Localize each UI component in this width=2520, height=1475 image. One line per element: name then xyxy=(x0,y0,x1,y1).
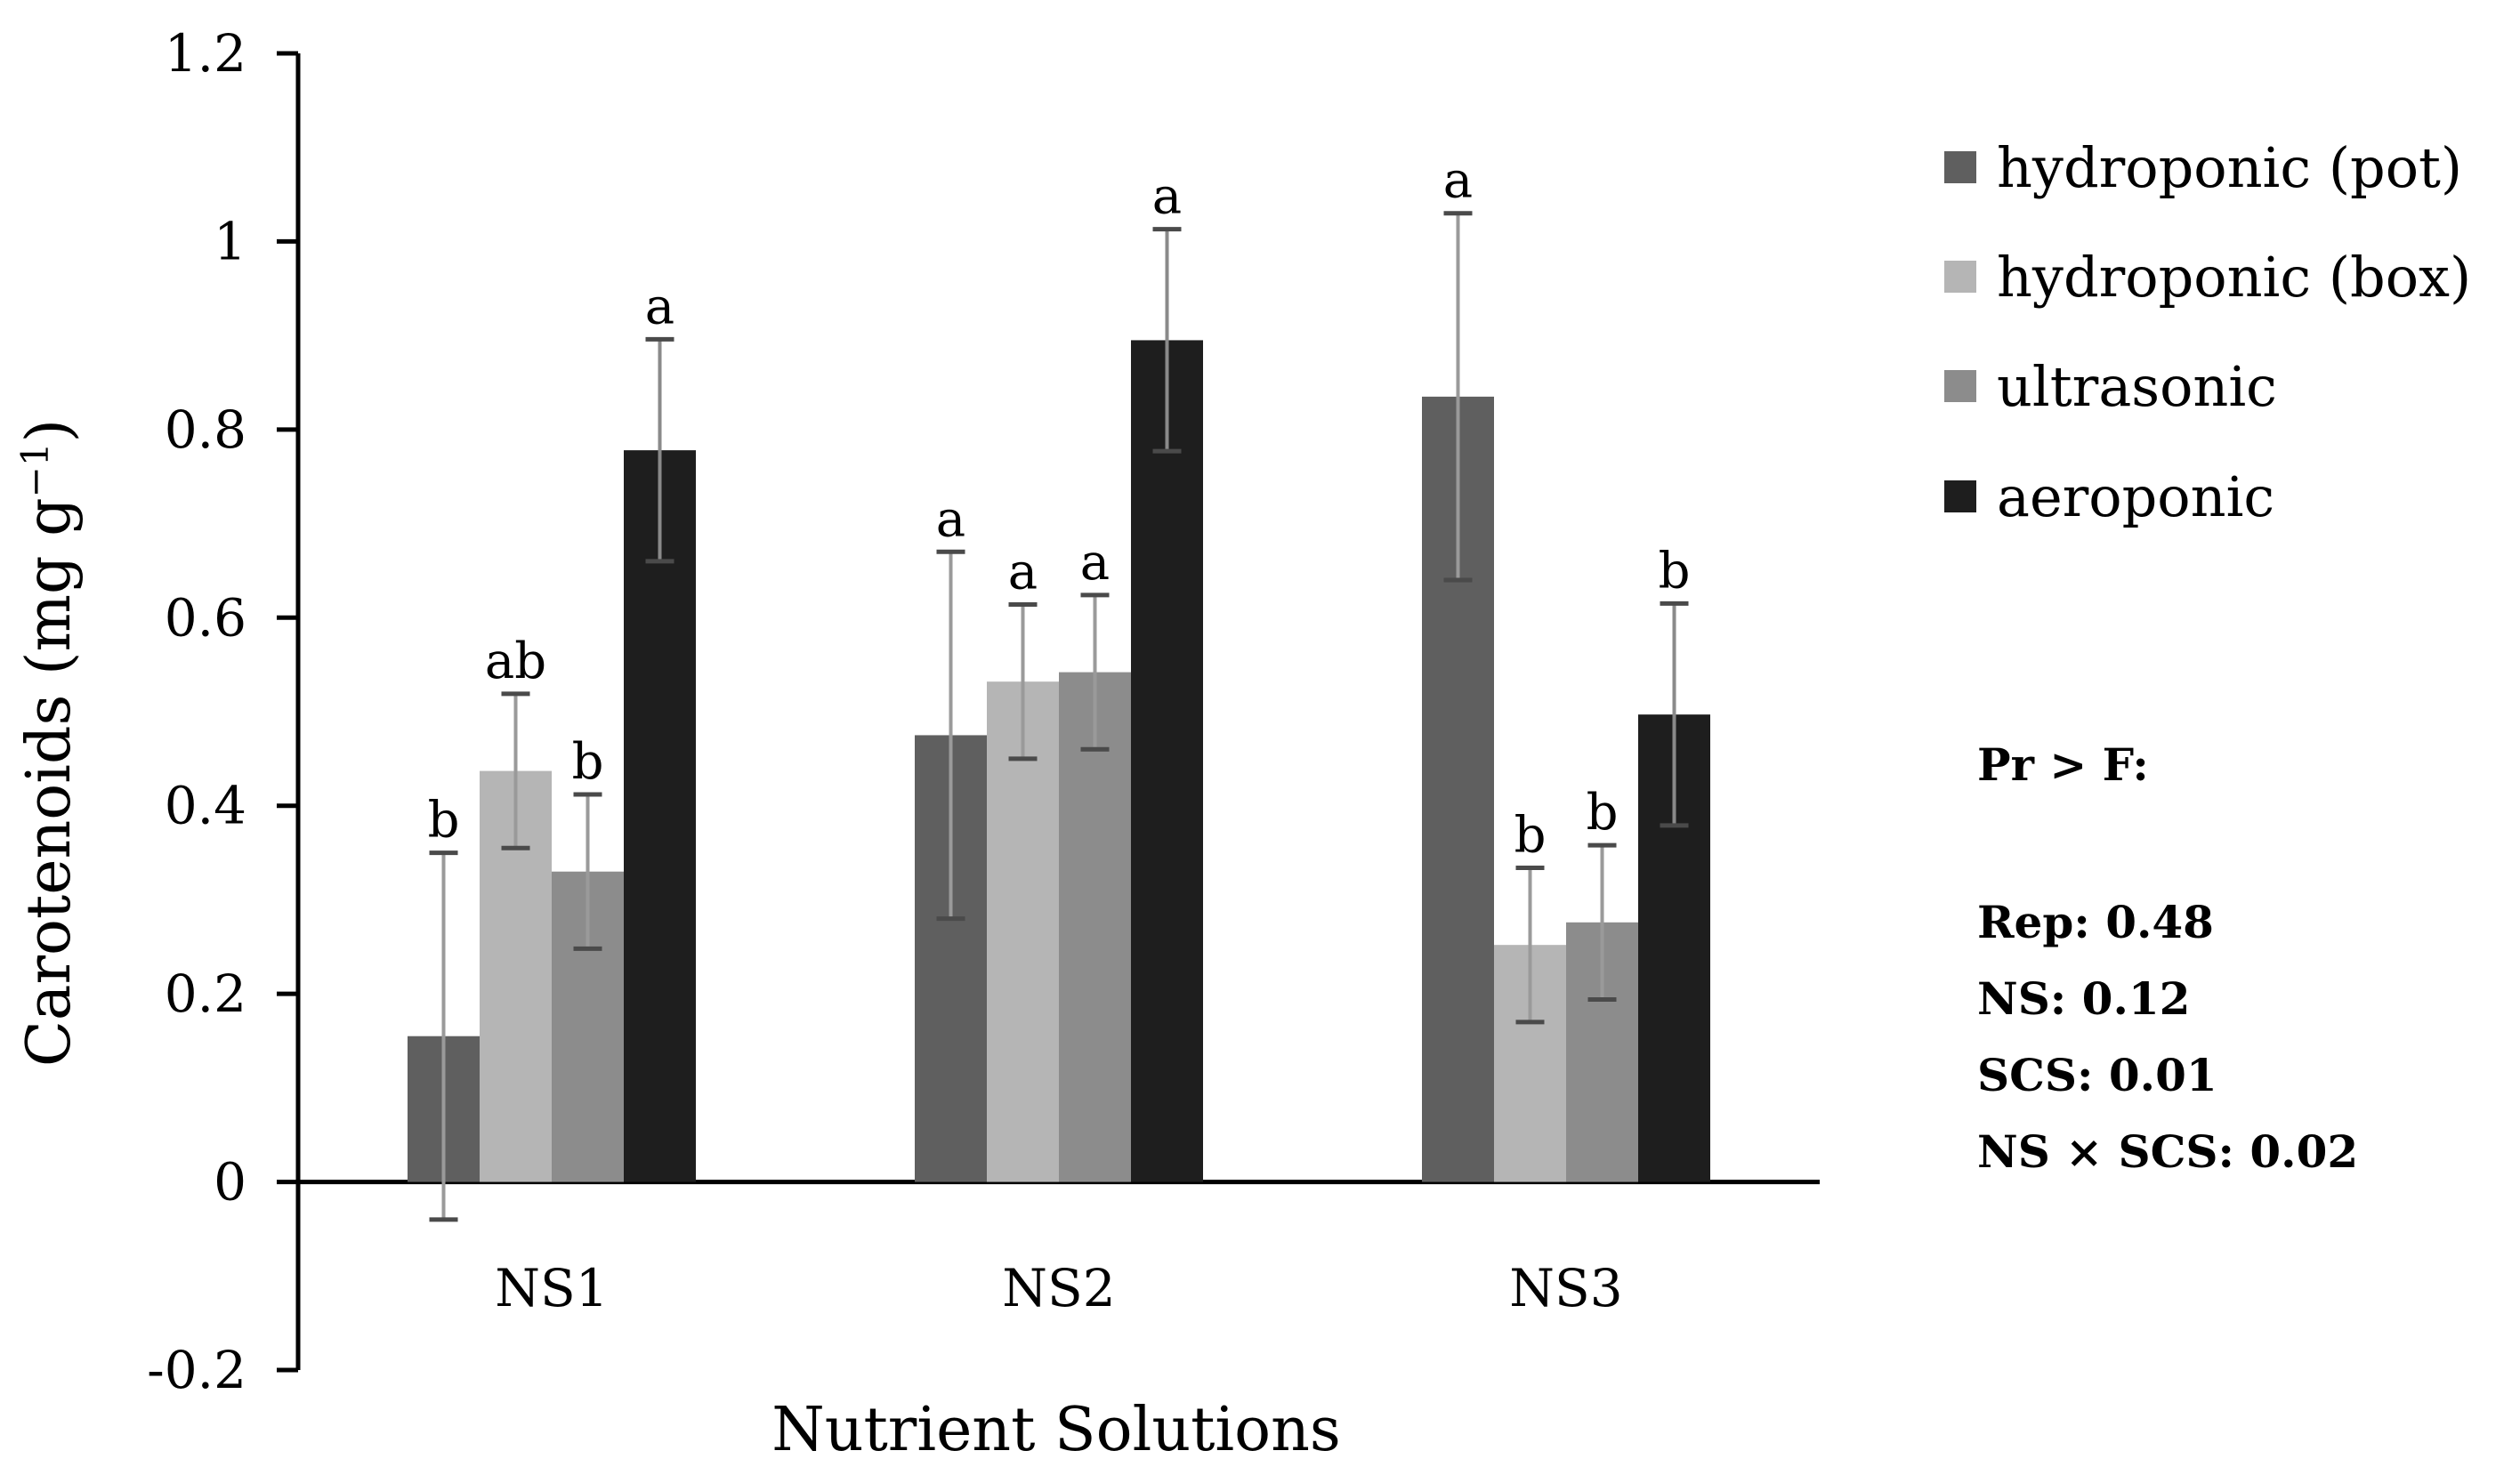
legend-swatch-aeroponic xyxy=(1944,480,1976,512)
y-axis-title-close: ) xyxy=(14,419,85,443)
y-tick-label: -0.2 xyxy=(147,1340,246,1400)
legend-label-ultrasonic: ultrasonic xyxy=(1997,354,2277,419)
stats-header: Pr > F: xyxy=(1977,738,2149,791)
x-tick-label: NS1 xyxy=(495,1258,608,1318)
y-axis-title-superscript: −1 xyxy=(13,442,57,497)
stats-line-ns-x-scs: NS × SCS: 0.02 xyxy=(1977,1125,2358,1178)
significance-letter: a xyxy=(645,278,674,335)
y-axis-title: Carotenoids (mg g−1) xyxy=(13,419,85,1067)
legend-label-hydroponic-box: hydroponic (box) xyxy=(1997,245,2471,310)
bars xyxy=(408,340,1710,1182)
y-tick-label: 1 xyxy=(214,211,246,271)
x-axis-title: Nutrient Solutions xyxy=(771,1395,1341,1465)
bar xyxy=(1131,340,1203,1182)
significance-letter: a xyxy=(936,490,965,548)
legend-swatch-hydroponic-box xyxy=(1944,261,1976,293)
legend-label-aeroponic: aeroponic xyxy=(1997,464,2274,529)
y-tick-label: 1.2 xyxy=(165,23,246,84)
axes: -0.2 0 0.2 0.4 0.6 0.8 1 1.2 NS1 NS2 NS3 xyxy=(147,23,1820,1400)
bar xyxy=(1059,672,1131,1182)
y-tick-label: 0.6 xyxy=(165,587,246,648)
significance-letter: a xyxy=(1080,534,1110,592)
bar xyxy=(624,450,696,1182)
significance-letter: b xyxy=(428,792,460,850)
significance-letter: a xyxy=(1008,543,1038,600)
x-tick-label: NS2 xyxy=(1002,1258,1115,1318)
stats-line-scs: SCS: 0.01 xyxy=(1977,1049,2217,1101)
y-axis-title-main: Carotenoids (mg g xyxy=(14,497,85,1067)
legend-label-hydroponic-pot: hydroponic (pot) xyxy=(1997,135,2462,200)
bar xyxy=(987,681,1059,1182)
stats-line-rep: Rep: 0.48 xyxy=(1977,896,2214,948)
y-tick-label: 0.2 xyxy=(165,963,246,1024)
significance-letter: b xyxy=(1659,542,1691,600)
y-tick-label: 0 xyxy=(214,1152,246,1213)
statistics-annotation: Pr > F: Rep: 0.48 NS: 0.12 SCS: 0.01 NS … xyxy=(1977,738,2358,1178)
legend-swatch-hydroponic-pot xyxy=(1944,151,1976,183)
significance-letter: a xyxy=(1152,168,1182,226)
significance-letter: b xyxy=(572,733,604,791)
stats-line-ns: NS: 0.12 xyxy=(1977,972,2190,1025)
legend-swatch-ultrasonic xyxy=(1944,370,1976,402)
x-tick-label: NS3 xyxy=(1509,1258,1622,1318)
significance-letter: b xyxy=(1514,806,1547,864)
legend: hydroponic (pot) hydroponic (box) ultras… xyxy=(1944,135,2471,529)
significance-letter: b xyxy=(1587,784,1619,842)
significance-letter: ab xyxy=(485,633,546,690)
y-tick-label: 0.4 xyxy=(165,776,246,836)
y-tick-label: 0.8 xyxy=(165,399,246,460)
error-bars xyxy=(429,211,1689,1222)
significance-letter: a xyxy=(1443,152,1473,210)
